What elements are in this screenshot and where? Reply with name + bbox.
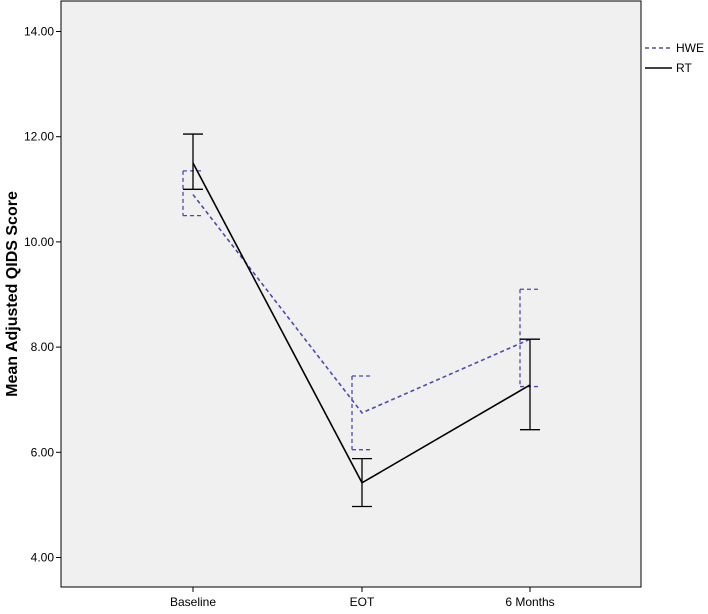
series-hwe: [182, 170, 540, 451]
y-tick-label: 4.00: [31, 551, 55, 565]
legend-label-hwe: HWE: [676, 41, 704, 55]
y-axis: 4.00 6.00 8.00 10.00 12.00 14.00: [24, 25, 61, 565]
y-tick-label: 10.00: [24, 235, 54, 249]
y-axis-title: Mean Adjusted QIDS Score: [4, 191, 21, 397]
x-tick-label: Baseline: [170, 595, 216, 609]
series-layer: [182, 133, 540, 508]
y-tick-label: 6.00: [31, 445, 55, 459]
y-tick-label: 14.00: [24, 25, 54, 39]
legend-label-rt: RT: [676, 61, 692, 75]
x-tick-label: EOT: [350, 595, 375, 609]
y-tick-label: 8.00: [31, 340, 55, 354]
series-rt: [183, 133, 540, 508]
x-tick-label: 6 Months: [505, 595, 554, 609]
y-tick-label: 12.00: [24, 130, 54, 144]
x-axis: Baseline EOT 6 Months: [170, 587, 555, 609]
legend: HWE RT: [645, 41, 704, 75]
plot-area: [60, 0, 642, 588]
